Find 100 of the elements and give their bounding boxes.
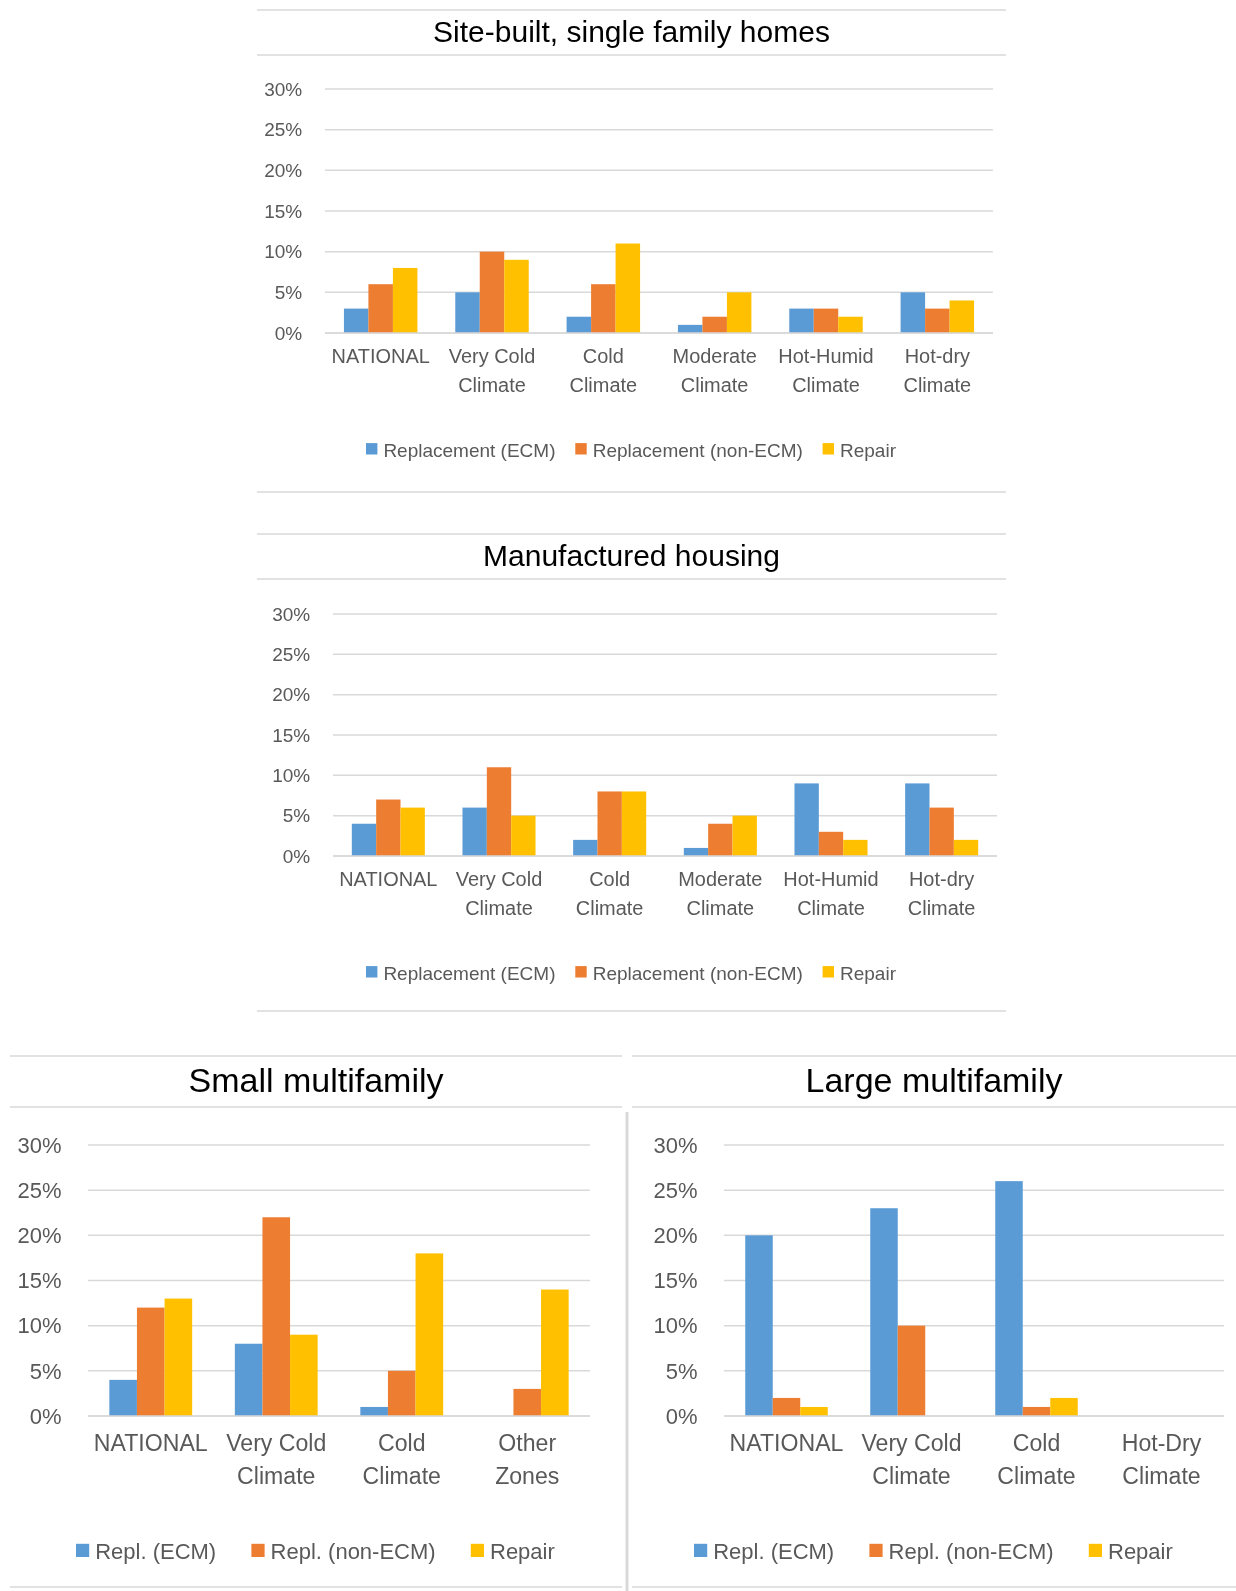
bar	[400, 807, 425, 856]
y-tick-label: 0%	[665, 1403, 698, 1429]
bar	[392, 267, 418, 333]
x-tick-label: NATIONAL	[339, 868, 438, 891]
bar	[360, 1406, 388, 1416]
x-tick-label: Cold Climate	[362, 1430, 441, 1490]
bar	[813, 308, 839, 333]
y-tick-label: 15%	[272, 724, 311, 746]
x-tick-label: Hot-dry Climate	[903, 345, 972, 396]
bar	[702, 316, 727, 333]
bar	[368, 284, 393, 333]
x-tick-label: Cold Climate	[997, 1430, 1076, 1490]
bar	[800, 1406, 828, 1416]
y-tick-label: 30%	[653, 1132, 698, 1158]
x-tick-label: NATIONAL	[331, 345, 430, 368]
bar	[541, 1289, 569, 1416]
y-tick-label: 20%	[272, 684, 311, 706]
y-tick-label: 25%	[264, 119, 303, 141]
bar	[376, 799, 401, 856]
legend-label: Replacement (ECM)	[383, 962, 556, 984]
legend-label: Repair	[840, 439, 897, 461]
bar	[843, 839, 868, 856]
legend-label: Repair	[840, 962, 897, 984]
chart-title: Manufactured housing	[483, 538, 780, 572]
y-tick-label: 0%	[274, 322, 303, 344]
bar	[953, 839, 979, 856]
legend-label: Repl. (ECM)	[95, 1539, 217, 1564]
y-tick-label: 5%	[665, 1358, 698, 1384]
y-tick-label: 20%	[264, 159, 303, 181]
bar	[789, 308, 814, 333]
bar	[597, 791, 622, 856]
legend-label: Repair	[490, 1539, 555, 1564]
x-tick-label: Hot-Dry Climate	[1121, 1430, 1202, 1490]
bar	[164, 1298, 193, 1416]
y-tick-label: 10%	[264, 241, 303, 263]
bar	[479, 251, 505, 333]
x-tick-label: Very Cold Climate	[861, 1430, 962, 1490]
bar	[794, 783, 819, 856]
bar	[772, 1397, 801, 1416]
y-tick-label: 25%	[653, 1177, 698, 1203]
x-tick-label: Other Zones	[495, 1430, 560, 1490]
legend-label: Repl. (non-ECM)	[270, 1539, 436, 1564]
x-tick-label: Cold Climate	[569, 345, 638, 396]
y-tick-label: 25%	[17, 1177, 62, 1203]
bar	[290, 1334, 318, 1416]
y-tick-label: 5%	[274, 281, 303, 303]
bar	[949, 300, 975, 333]
x-tick-label: NATIONAL	[93, 1430, 208, 1457]
bar	[621, 791, 647, 856]
bar	[897, 1325, 926, 1416]
x-tick-label: NATIONAL	[729, 1430, 844, 1457]
y-tick-label: 15%	[653, 1268, 698, 1294]
x-tick-label: Moderate Climate	[678, 868, 763, 919]
bar	[455, 292, 480, 333]
bar	[732, 815, 757, 856]
x-tick-label: Hot-Humid Climate	[783, 868, 879, 919]
y-tick-label: 15%	[264, 200, 303, 222]
y-tick-label: 10%	[653, 1313, 698, 1339]
bar	[351, 823, 377, 856]
x-tick-label: Very Cold Climate	[455, 868, 543, 919]
x-tick-label: Hot-Humid Climate	[778, 345, 874, 396]
x-tick-label: Very Cold Climate	[226, 1430, 327, 1490]
x-tick-label: Hot-dry Climate	[907, 868, 976, 919]
bar	[234, 1343, 263, 1416]
y-tick-label: 0%	[282, 845, 311, 867]
y-tick-label: 5%	[29, 1358, 62, 1384]
bar	[513, 1388, 542, 1416]
legend-label: Replacement (non-ECM)	[592, 439, 803, 461]
chart-title: Site-built, single family homes	[433, 14, 830, 48]
bar	[343, 308, 369, 333]
bar	[1050, 1397, 1078, 1416]
bar	[109, 1379, 137, 1416]
bar	[726, 292, 752, 333]
bar	[462, 807, 487, 856]
chart-title: Large multifamily	[805, 1060, 1063, 1099]
bar	[905, 783, 930, 856]
bar	[818, 831, 844, 856]
legend-label: Repl. (non-ECM)	[888, 1539, 1054, 1564]
bar	[262, 1217, 291, 1416]
bar	[511, 815, 536, 856]
bar	[387, 1370, 416, 1416]
bar	[566, 316, 592, 333]
bar	[929, 807, 954, 856]
bar	[591, 284, 616, 333]
bar	[615, 243, 641, 333]
legend-label: Replacement (ECM)	[383, 439, 556, 461]
y-tick-label: 5%	[282, 805, 311, 827]
y-tick-label: 30%	[272, 603, 311, 625]
bar	[870, 1208, 898, 1416]
y-tick-label: 20%	[17, 1223, 62, 1249]
y-tick-label: 25%	[272, 643, 311, 665]
y-tick-label: 10%	[272, 764, 311, 786]
x-tick-label: Very Cold Climate	[448, 345, 536, 396]
y-tick-label: 20%	[653, 1223, 698, 1249]
y-tick-label: 15%	[17, 1268, 62, 1294]
y-tick-label: 0%	[29, 1403, 62, 1429]
legend-label: Repl. (ECM)	[713, 1539, 835, 1564]
bar	[838, 316, 863, 333]
bar	[900, 292, 926, 333]
bar	[995, 1181, 1023, 1416]
